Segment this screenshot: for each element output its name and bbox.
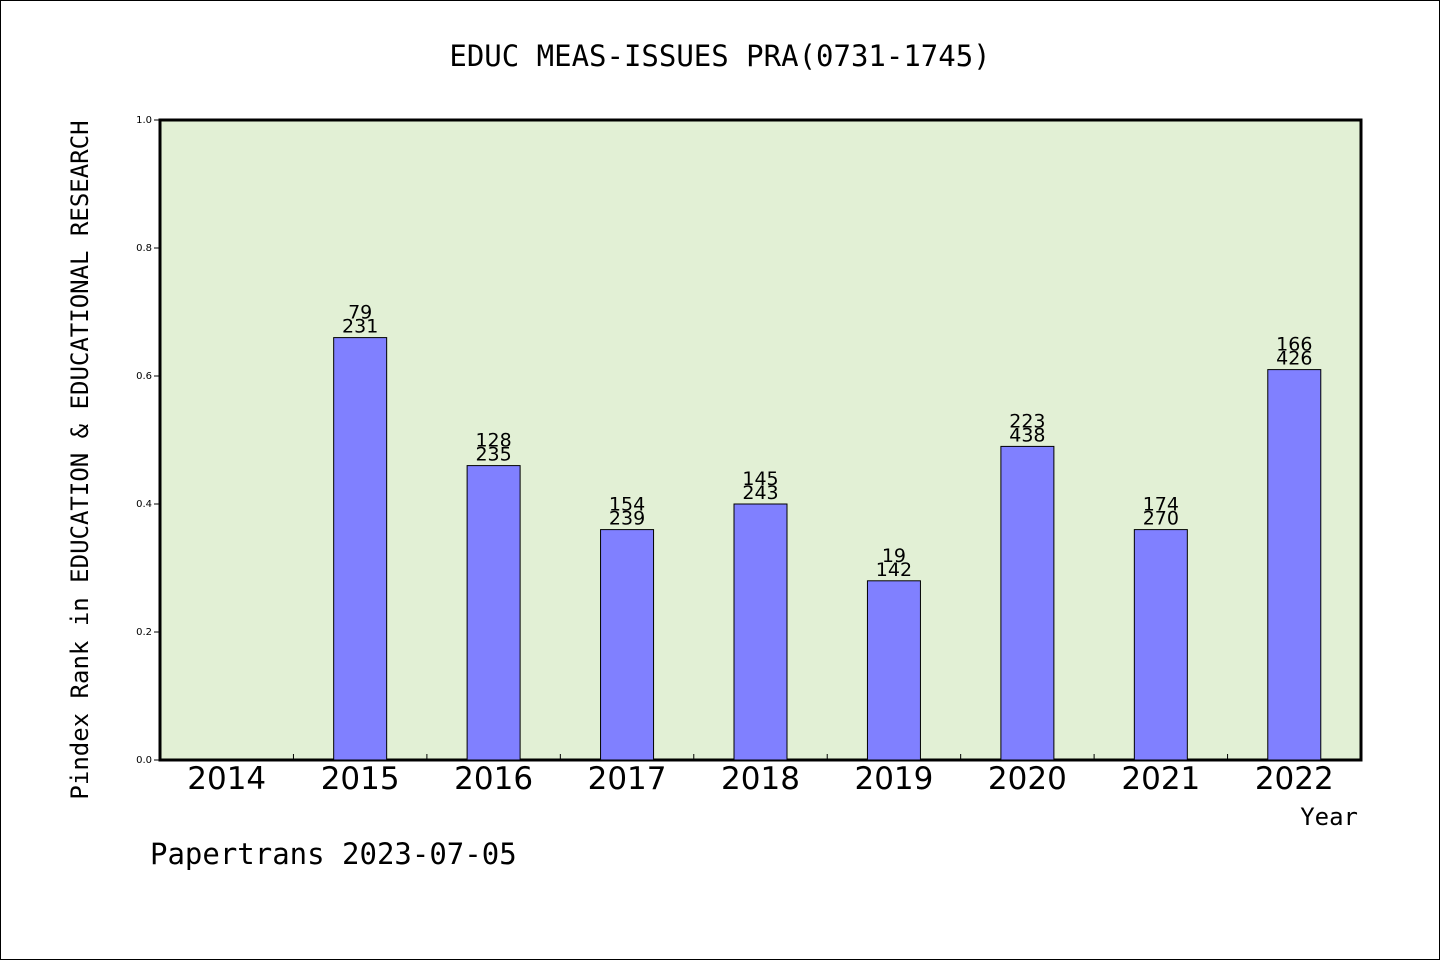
y-axis-label: Pindex Rank in EDUCATION & EDUCATIONAL R… (66, 120, 94, 799)
bar-total-label: 142 (876, 559, 912, 581)
y-ticks-group: 0.0 0.2 0.4 0.6 0.8 1.0 (136, 115, 160, 766)
bar-rank-label: 166 (1276, 334, 1312, 356)
bar-total-label: 239 (609, 508, 645, 530)
y-tick-label: 0.4 (136, 499, 152, 510)
x-tick-label: 2019 (854, 761, 933, 797)
bar-total-label: 426 (1276, 348, 1312, 370)
y-tick-label: 0.2 (136, 627, 152, 638)
x-tick-label: 2014 (187, 761, 266, 797)
chart-title: EDUC MEAS-ISSUES PRA(0731-1745) (449, 39, 990, 73)
bar-2015 (333, 337, 388, 761)
bar-total-label: 243 (742, 482, 778, 504)
x-ticks-group: 2014 2015 2016 2017 2018 2019 2020 2021 2022 (187, 754, 1334, 797)
bar-total-label: 270 (1143, 508, 1179, 530)
bar-2019 (866, 580, 921, 761)
bar-2021 (1133, 529, 1188, 761)
y-tick-label: 1.0 (136, 115, 152, 126)
bar-rank-label: 154 (609, 494, 645, 516)
x-tick-label: 2018 (721, 761, 800, 797)
y-tick-label: 0.6 (136, 371, 152, 382)
bar-rank-label: 174 (1143, 494, 1179, 516)
bar-2018 (733, 503, 788, 761)
bar-rank-label: 145 (742, 468, 778, 490)
bar-rank-label: 79 (348, 302, 372, 324)
bar-total-label: 231 (342, 316, 378, 338)
bar-2016 (466, 465, 521, 761)
source-footer: Papertrans 2023-07-05 (150, 837, 517, 871)
bar-rank-label: 19 (882, 545, 906, 567)
bar-rank-label: 223 (1009, 410, 1045, 432)
bar-2020 (1000, 445, 1055, 761)
x-tick-label: 2016 (454, 761, 533, 797)
bar-total-label: 235 (475, 444, 511, 466)
x-axis-label: Year (1300, 803, 1358, 831)
bar-total-label: 438 (1009, 424, 1045, 446)
x-tick-label: 2022 (1255, 761, 1334, 797)
bar-2022 (1267, 369, 1322, 761)
bar-2017 (600, 529, 655, 761)
x-tick-label: 2015 (321, 761, 400, 797)
bar-rank-label: 128 (475, 430, 511, 452)
x-tick-label: 2020 (988, 761, 1067, 797)
y-tick-label: 0.0 (136, 755, 152, 766)
y-tick-label: 0.8 (136, 243, 152, 254)
x-tick-label: 2017 (588, 761, 667, 797)
x-tick-label: 2021 (1121, 761, 1200, 797)
